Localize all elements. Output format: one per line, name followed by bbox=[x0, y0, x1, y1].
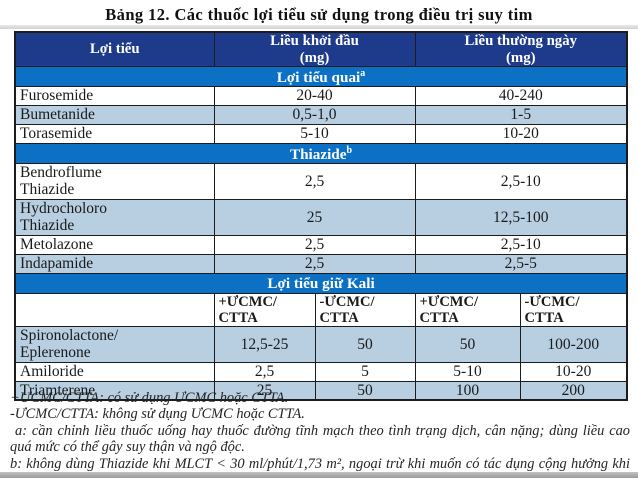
start-dose-cell: 5-10 bbox=[213, 124, 416, 145]
bottom-edge-bar bbox=[0, 472, 638, 478]
drug-name-cell: Bumetanide bbox=[14, 105, 215, 126]
dose-cell: 50 bbox=[414, 326, 521, 363]
dose-cell: 100-200 bbox=[519, 326, 628, 363]
start-dose-cell: 0,5-1,0 bbox=[213, 105, 416, 126]
table-row: Amiloride 2,5 5 5-10 10-20 bbox=[14, 361, 628, 382]
daily-dose-cell: 10-20 bbox=[414, 124, 628, 145]
kali-subheader-cell: -ƯCMC/ CTTA bbox=[519, 292, 628, 328]
dose-cell: 25 bbox=[213, 380, 316, 401]
kali-subheader-row: +ƯCMC/ CTTA -ƯCMC/ CTTA +ƯCMC/ CTTA -ƯCM… bbox=[14, 292, 628, 328]
table-row: Torasemide 5-10 10-20 bbox=[14, 124, 628, 145]
doc-title: Bảng 12. Các thuốc lợi tiểu sử dụng tron… bbox=[105, 5, 533, 24]
start-dose-cell: 25 bbox=[213, 198, 416, 236]
start-dose-cell: 2,5 bbox=[213, 163, 416, 200]
daily-dose-cell: 1-5 bbox=[414, 105, 628, 126]
table-row: Bumetanide 0,5-1,0 1-5 bbox=[14, 105, 628, 126]
title-divider bbox=[0, 25, 638, 29]
drug-name-cell: Indapamide bbox=[14, 253, 215, 274]
footnote: -ƯCMC/CTTA: không sử dụng ƯCMC hoặc CTTA… bbox=[10, 406, 305, 423]
table-row: Spironolactone/ Eplerenone 12,5-25 50 50… bbox=[14, 326, 628, 363]
table-row: Furosemide 20-40 40-240 bbox=[14, 86, 628, 107]
daily-dose-cell: 40-240 bbox=[414, 86, 628, 107]
start-dose-cell: 2,5 bbox=[213, 234, 416, 255]
dose-cell: 12,5-25 bbox=[213, 326, 316, 363]
kali-subheader-cell: +ƯCMC/ CTTA bbox=[213, 292, 316, 328]
footnotes: +ƯCMC/CTTA: có sử dụng ƯCMC hoặc CTTA. -… bbox=[10, 390, 630, 478]
dose-cell: 10-20 bbox=[519, 361, 628, 382]
kali-subheader-cell: -ƯCMC/ CTTA bbox=[314, 292, 416, 328]
section-header-kali: Lợi tiểu giữ Kali bbox=[14, 272, 628, 294]
section-label: Thiazide bbox=[289, 145, 347, 163]
drug-name-cell: Amiloride bbox=[14, 361, 215, 382]
section-header-loop: Lợi tiểu quaia bbox=[14, 66, 628, 88]
drug-name-cell: Furosemide bbox=[14, 86, 215, 107]
drug-name-cell: Bendroflume Thiazide bbox=[14, 163, 215, 200]
table-row: Indapamide 2,5 2,5-5 bbox=[14, 253, 628, 274]
table-row: Bendroflume Thiazide 2,5 2,5-10 bbox=[14, 163, 628, 200]
table-header-row: Lợi tiểu Liều khởi đầu (mg) Liều thường … bbox=[14, 31, 628, 68]
section-label: Lợi tiểu giữ Kali bbox=[267, 274, 375, 292]
footnote-marker-b: b bbox=[346, 144, 353, 156]
col-header-daily-dose: Liều thường ngày (mg) bbox=[414, 31, 628, 68]
footnote-marker-a: a bbox=[360, 67, 366, 79]
dose-cell: 50 bbox=[314, 326, 416, 363]
daily-dose-cell: 2,5-5 bbox=[414, 253, 628, 274]
kali-subheader-cell: +ƯCMC/ CTTA bbox=[414, 292, 521, 328]
diuretics-table: Lợi tiểu Liều khởi đầu (mg) Liều thường … bbox=[14, 31, 629, 402]
drug-name-cell: Triamterene bbox=[14, 380, 215, 401]
dose-cell: 200 bbox=[519, 380, 628, 401]
col-header-start-dose: Liều khởi đầu (mg) bbox=[213, 31, 416, 68]
footnote: +ƯCMC/CTTA: có sử dụng ƯCMC hoặc CTTA. bbox=[10, 390, 289, 406]
dose-cell: 5-10 bbox=[414, 361, 521, 382]
daily-dose-cell: 2,5-10 bbox=[414, 234, 628, 255]
footnote: a: cần chỉnh liều thuốc uống hay thuốc đ… bbox=[10, 422, 630, 456]
drug-name-cell: Torasemide bbox=[14, 124, 215, 145]
dose-cell: 2,5 bbox=[213, 361, 316, 382]
section-header-thiazide: Thiazideb bbox=[14, 143, 628, 165]
daily-dose-cell: 2,5-10 bbox=[414, 163, 628, 200]
kali-subheader-empty-cell bbox=[14, 292, 215, 328]
drug-name-cell: Spironolactone/ Eplerenone bbox=[14, 326, 215, 363]
start-dose-cell: 20-40 bbox=[213, 86, 416, 107]
drug-name-cell: Hydrocholoro Thiazide bbox=[14, 198, 215, 236]
daily-dose-cell: 12,5-100 bbox=[414, 198, 628, 236]
col-header-drug: Lợi tiểu bbox=[14, 31, 215, 68]
section-label: Lợi tiểu quai bbox=[276, 68, 361, 86]
dose-cell: 50 bbox=[314, 380, 416, 401]
table-row: Triamterene 25 50 100 200 bbox=[14, 380, 628, 401]
dose-cell: 5 bbox=[314, 361, 416, 382]
start-dose-cell: 2,5 bbox=[213, 253, 416, 274]
table-row: Hydrocholoro Thiazide 25 12,5-100 bbox=[14, 198, 628, 236]
table-row: Metolazone 2,5 2,5-10 bbox=[14, 234, 628, 255]
drug-name-cell: Metolazone bbox=[14, 234, 215, 255]
